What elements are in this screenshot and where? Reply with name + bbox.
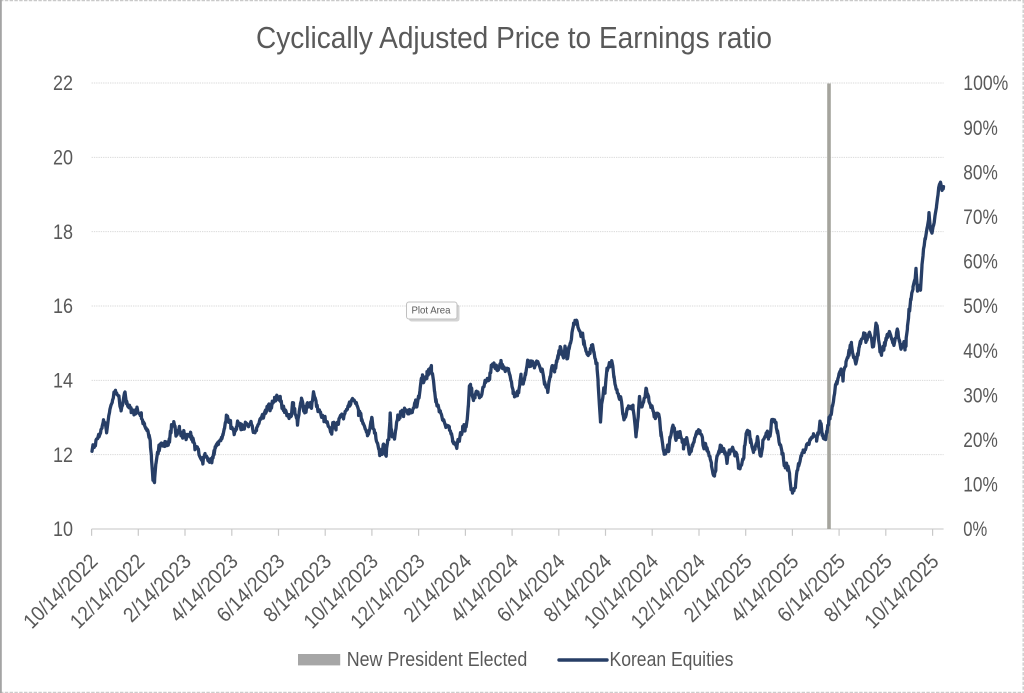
svg-text:30%: 30% <box>963 384 998 407</box>
svg-text:Cyclically Adjusted Price to E: Cyclically Adjusted Price to Earnings ra… <box>256 20 772 55</box>
svg-text:10: 10 <box>53 517 73 541</box>
svg-text:40%: 40% <box>963 340 998 363</box>
svg-text:90%: 90% <box>963 117 998 140</box>
svg-text:12: 12 <box>53 443 73 467</box>
svg-text:16: 16 <box>53 294 73 318</box>
svg-text:20%: 20% <box>963 429 998 452</box>
svg-text:18: 18 <box>53 220 73 244</box>
svg-text:Korean Equities: Korean Equities <box>610 649 734 671</box>
svg-text:10%: 10% <box>963 474 998 497</box>
svg-text:60%: 60% <box>963 251 998 274</box>
svg-text:0%: 0% <box>963 518 987 541</box>
svg-text:14: 14 <box>53 369 73 393</box>
svg-text:Plot Area: Plot Area <box>412 306 451 317</box>
svg-text:New President Elected: New President Elected <box>347 649 528 671</box>
svg-text:20: 20 <box>53 146 73 170</box>
svg-text:80%: 80% <box>963 161 998 184</box>
svg-text:50%: 50% <box>963 295 998 318</box>
svg-text:100%: 100% <box>963 72 1008 95</box>
svg-text:22: 22 <box>53 71 73 95</box>
svg-text:70%: 70% <box>963 206 998 229</box>
